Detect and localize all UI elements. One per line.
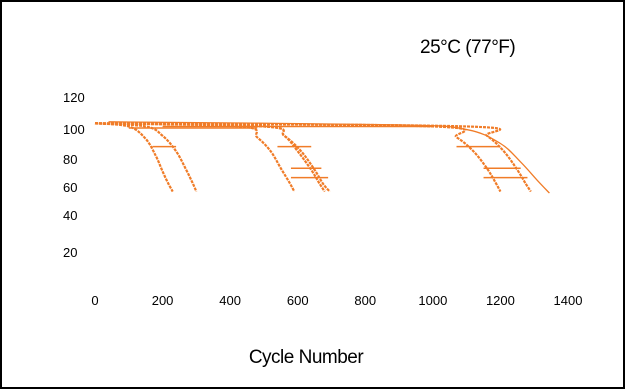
x-tick-label: 1000 xyxy=(418,293,447,308)
x-tick-labels: 0 200 400 600 800 1000 1200 1400 xyxy=(91,293,582,308)
series-line xyxy=(94,122,174,193)
y-tick-label: 20 xyxy=(63,245,77,260)
x-tick-label: 600 xyxy=(287,293,309,308)
x-axis-label: Cycle Number xyxy=(249,347,365,368)
x-tick-label: 1200 xyxy=(486,293,515,308)
series-line xyxy=(94,122,532,193)
chart-title: 25°C (77°F) xyxy=(420,37,515,58)
series-line xyxy=(94,122,502,193)
y-tick-label: 40 xyxy=(63,208,77,223)
x-tick-label: 0 xyxy=(91,293,98,308)
x-tick-label: 1400 xyxy=(554,293,583,308)
series-line xyxy=(94,122,198,192)
y-tick-label: 60 xyxy=(63,180,77,195)
y-tick-label: 80 xyxy=(63,152,77,167)
y-tick-label: 120 xyxy=(63,90,85,105)
series-line xyxy=(108,121,550,194)
plot-area xyxy=(94,121,550,194)
series-line xyxy=(94,122,331,193)
series-line xyxy=(94,122,326,193)
x-tick-label: 400 xyxy=(219,293,241,308)
series-line xyxy=(94,122,296,193)
y-tick-label: 100 xyxy=(63,122,85,137)
y-tick-labels: 120 100 80 60 40 20 xyxy=(63,90,85,260)
x-tick-label: 200 xyxy=(152,293,174,308)
x-tick-label: 800 xyxy=(354,293,376,308)
